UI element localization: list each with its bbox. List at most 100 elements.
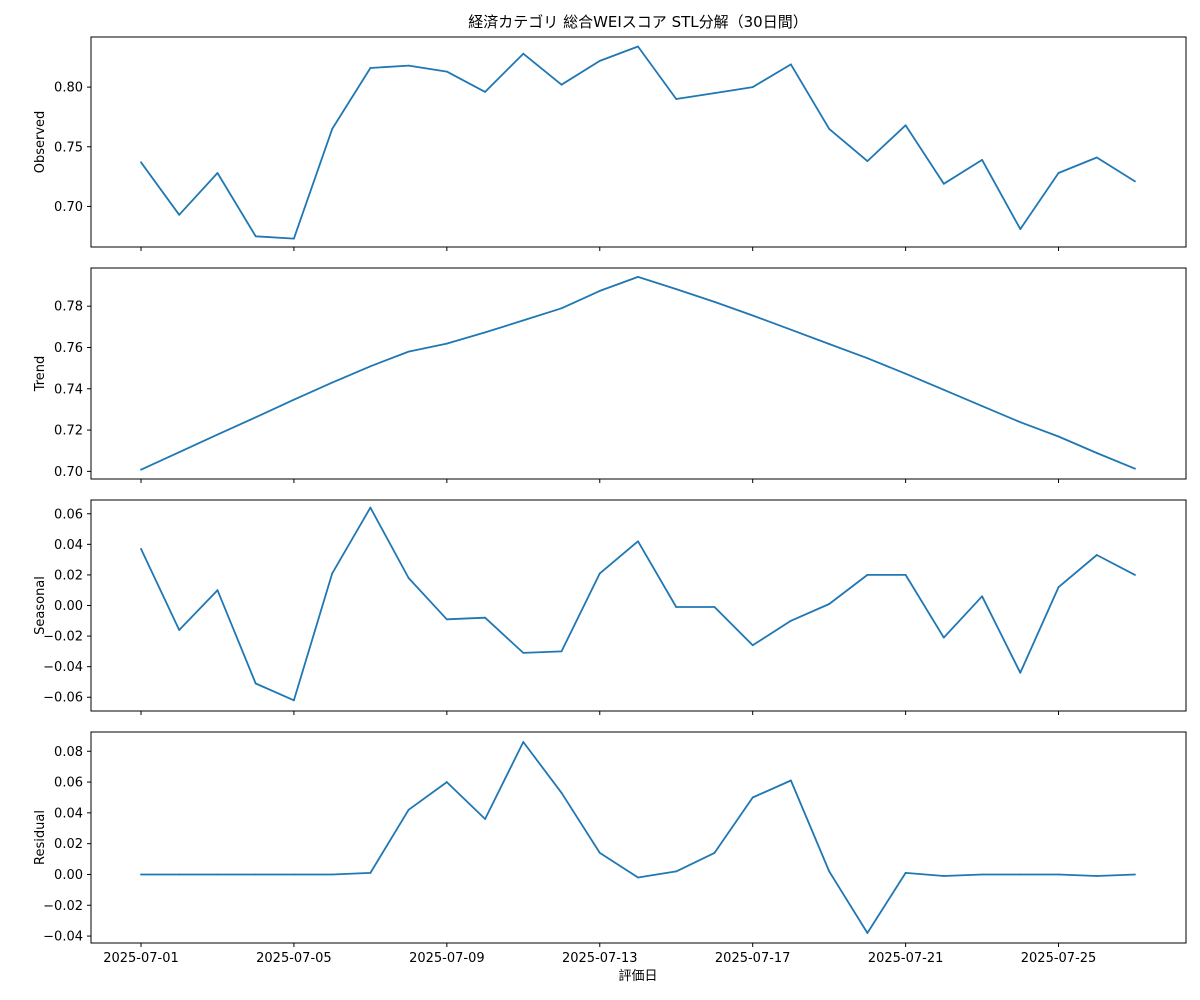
- y-tick-label: 0.72: [54, 424, 83, 439]
- data-point: [1134, 467, 1136, 470]
- data-point: [942, 388, 945, 391]
- data-point: [1095, 452, 1098, 454]
- data-point: [369, 365, 372, 368]
- y-tick-label: 0.08: [54, 745, 83, 760]
- data-point: [637, 876, 639, 879]
- y-tick-label: 0.70: [54, 465, 83, 480]
- y-axis-label-residual: Residual: [33, 810, 48, 865]
- data-point: [445, 618, 448, 621]
- data-point: [1134, 873, 1136, 876]
- y-tick-label: −0.04: [43, 660, 83, 675]
- data-point: [331, 873, 334, 876]
- x-tick-label: 2025-07-21: [868, 951, 944, 966]
- y-tick-label: 0.78: [54, 300, 83, 315]
- data-point: [981, 158, 983, 161]
- data-point: [981, 595, 983, 598]
- data-point: [293, 699, 295, 702]
- data-point: [713, 92, 716, 94]
- data-point: [140, 873, 142, 876]
- data-point: [560, 791, 563, 794]
- data-point: [216, 589, 219, 592]
- data-point: [981, 873, 983, 876]
- data-point: [751, 86, 754, 89]
- data-point: [713, 852, 716, 854]
- y-tick-label: 0.02: [54, 568, 83, 583]
- data-point: [484, 616, 486, 619]
- data-point: [866, 160, 869, 162]
- series-line-trend: [140, 275, 1136, 471]
- data-point: [637, 540, 639, 543]
- series-line-residual: [141, 741, 1136, 934]
- data-point: [713, 300, 716, 303]
- data-point: [560, 650, 563, 653]
- data-point: [1057, 435, 1060, 438]
- data-point: [522, 741, 525, 743]
- axes-frame-observed: [90, 36, 1187, 248]
- axes-frame-trend: [90, 267, 1187, 480]
- data-point: [369, 67, 372, 69]
- data-point: [254, 873, 257, 876]
- y-tick-label: 0.06: [54, 776, 83, 791]
- data-point: [216, 433, 219, 436]
- data-point: [178, 873, 181, 876]
- data-point: [522, 52, 525, 55]
- y-axis-label-seasonal: Seasonal: [33, 576, 48, 635]
- data-point: [484, 90, 486, 93]
- data-point: [331, 572, 334, 575]
- series-line-observed: [140, 45, 1136, 240]
- data-point: [1134, 574, 1136, 576]
- data-point: [1057, 873, 1060, 876]
- data-point: [445, 781, 448, 783]
- data-point: [407, 577, 410, 579]
- data-point: [140, 548, 142, 550]
- data-point: [522, 319, 525, 322]
- data-point: [866, 574, 869, 576]
- data-point: [828, 127, 831, 130]
- data-point: [522, 651, 525, 654]
- data-point: [445, 342, 448, 345]
- data-point: [1019, 421, 1022, 424]
- x-tick-label: 2025-07-13: [562, 951, 638, 966]
- y-axis-label-trend: Trend: [33, 356, 48, 393]
- data-point: [369, 506, 372, 509]
- data-point: [369, 872, 372, 874]
- x-tick-label: 2025-07-25: [1021, 951, 1097, 966]
- y-tick-label: 0.04: [54, 806, 83, 821]
- data-point: [445, 70, 448, 73]
- data-point: [560, 83, 563, 86]
- y-tick-label: 0.00: [54, 599, 83, 614]
- data-point: [1019, 671, 1022, 674]
- data-point: [178, 451, 181, 454]
- data-point: [942, 636, 945, 639]
- data-point: [713, 606, 716, 608]
- y-tick-label: −0.06: [43, 691, 83, 706]
- data-point: [598, 290, 601, 292]
- data-point: [1095, 554, 1098, 556]
- x-tick-label: 2025-07-17: [715, 951, 791, 966]
- y-tick-label: −0.04: [43, 930, 83, 945]
- data-point: [484, 331, 486, 334]
- y-tick-label: 0.06: [54, 507, 83, 522]
- data-point: [866, 357, 869, 360]
- data-point: [942, 875, 945, 877]
- x-tick-label: 2025-07-09: [409, 951, 485, 966]
- x-tick-label: 2025-07-05: [256, 951, 332, 966]
- data-point: [904, 124, 907, 127]
- data-point: [751, 314, 754, 317]
- data-point: [790, 328, 792, 331]
- data-point: [560, 307, 563, 310]
- data-point: [254, 416, 257, 419]
- y-tick-label: 0.74: [54, 382, 83, 397]
- data-point: [407, 64, 410, 67]
- data-point: [866, 932, 869, 934]
- data-point: [178, 629, 181, 631]
- axes-frame-seasonal: [90, 499, 1187, 712]
- data-point: [254, 235, 257, 238]
- data-point: [828, 343, 831, 345]
- data-point: [637, 45, 639, 48]
- data-point: [216, 172, 219, 174]
- data-point: [904, 872, 907, 874]
- data-point: [942, 182, 945, 185]
- data-point: [331, 381, 334, 384]
